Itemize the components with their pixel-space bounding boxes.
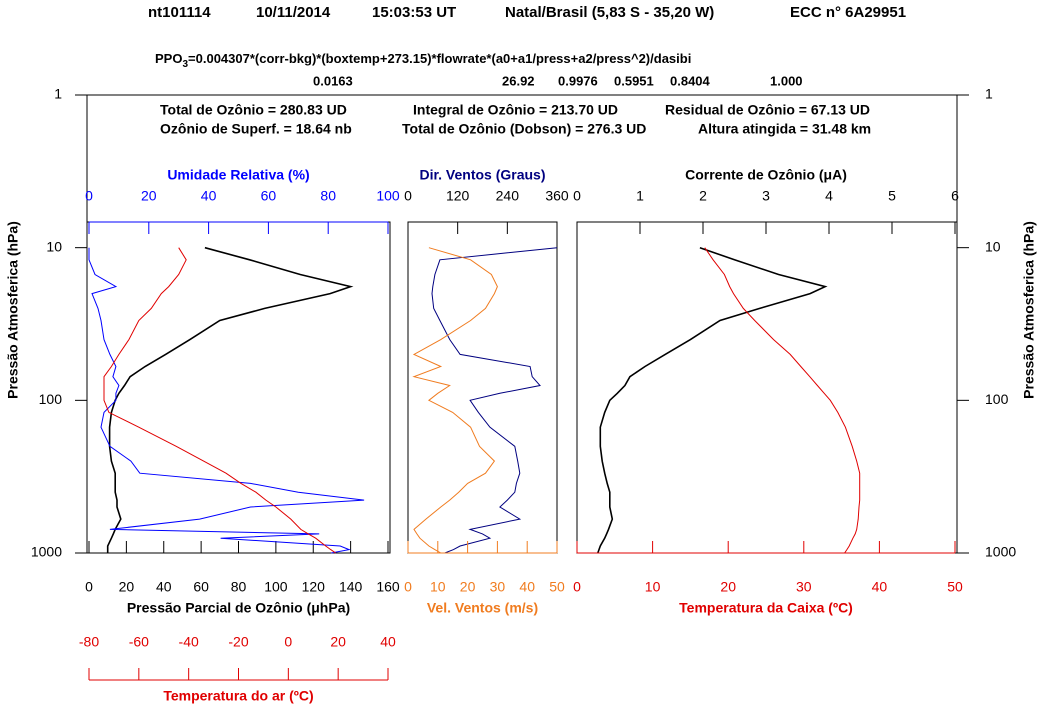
x-tick-label: 20 — [460, 579, 476, 595]
x-tick-label: -60 — [129, 634, 149, 650]
x-tick-label: 40 — [156, 579, 172, 595]
x-tick-label: 140 — [339, 579, 363, 595]
panel — [407, 221, 558, 554]
formula-part: =0.004307*(corr-bkg)*(boxtemp+273.15)*fl… — [188, 51, 691, 66]
summary: Ozônio de Superf. = 18.64 nb — [160, 121, 352, 137]
profile-line — [106, 246, 354, 553]
x-tick-label: 0 — [85, 188, 93, 204]
profile-line — [103, 247, 336, 554]
y-tick-label: 1000 — [985, 544, 1016, 560]
x-axis-title: Corrente de Ozônio (μA) — [685, 167, 847, 183]
formula-value: 0.0163 — [313, 73, 353, 88]
x-tick-label: 240 — [496, 188, 520, 204]
x-tick-label: 50 — [947, 579, 963, 595]
x-axis-title: Temperatura da Caixa (ºC) — [679, 600, 853, 616]
header-text: 10/11/2014 — [256, 4, 331, 21]
x-tick-label: 0 — [573, 188, 581, 204]
header: nt101114 10/11/2014 15:03:53 UT Natal/Br… — [148, 4, 906, 21]
x-tick-label: 80 — [320, 188, 336, 204]
x-tick-label: 30 — [796, 579, 812, 595]
x-tick-label: 160 — [376, 579, 400, 595]
formula: PPO3=0.004307*(corr-bkg)*(boxtemp+273.15… — [155, 51, 691, 69]
summary: Total de Ozônio = 280.83 UD — [160, 102, 347, 118]
x-tick-label: 10 — [645, 579, 661, 595]
x-tick-label: 1 — [636, 188, 644, 204]
profile-line — [412, 247, 498, 554]
profile-line — [704, 247, 861, 554]
x-tick-label: 0 — [404, 579, 412, 595]
x-tick-label: 6 — [951, 188, 959, 204]
header-text: Natal/Brasil (5,83 S - 35,20 W) — [505, 4, 714, 21]
y-tick-label: 10 — [985, 238, 1001, 254]
y-tick-label: 1000 — [31, 544, 62, 560]
header-text: ECC n° 6A29951 — [790, 4, 906, 21]
x-tick-label: 40 — [380, 634, 396, 650]
summary: Residual de Ozônio = 67.13 UD — [665, 102, 870, 118]
x-tick-label: 4 — [825, 188, 833, 204]
x-tick-label: 0 — [85, 579, 93, 595]
profile-line — [597, 246, 828, 554]
x-tick-label: 120 — [302, 579, 326, 595]
formula-value: 0.8404 — [670, 73, 711, 88]
x-tick-label: 30 — [490, 579, 506, 595]
y-tick-label: 1 — [54, 86, 62, 102]
x-tick-label: 40 — [872, 579, 888, 595]
x-tick-label: 0 — [573, 579, 581, 595]
formula-value: 0.9976 — [558, 73, 598, 88]
x-axis-title: Umidade Relativa (%) — [167, 167, 309, 183]
x-tick-label: 20 — [330, 634, 346, 650]
x-tick-label: -20 — [228, 634, 248, 650]
formula-value: 26.92 — [502, 73, 535, 88]
y-tick-label: 1 — [985, 86, 993, 102]
x-tick-label: -80 — [79, 634, 99, 650]
x-tick-label: 60 — [193, 579, 209, 595]
x-axis-title: Pressão Parcial de Ozônio (μhPa) — [127, 600, 350, 616]
x-tick-label: 120 — [446, 188, 470, 204]
x-tick-label: 50 — [549, 579, 565, 595]
profile-line — [431, 247, 558, 554]
x-tick-label: 0 — [284, 634, 292, 650]
x-tick-label: 3 — [762, 188, 770, 204]
formula-subscript: 3 — [182, 59, 188, 70]
x-axis-title: Vel. Ventos (m/s) — [427, 600, 538, 616]
profile-line — [88, 247, 365, 554]
y-axis-title: Pressão Atmosferica (hPa) — [1021, 221, 1037, 399]
x-tick-label: 20 — [720, 579, 736, 595]
panel — [86, 221, 391, 554]
x-axis-title: Dir. Ventos (Graus) — [419, 167, 545, 183]
x-tick-label: -40 — [179, 634, 199, 650]
header-text: 15:03:53 UT — [372, 4, 456, 21]
x-tick-label: 80 — [231, 579, 247, 595]
summary: Total de Ozônio (Dobson) = 276.3 UD — [402, 121, 646, 137]
x-tick-label: 60 — [261, 188, 277, 204]
header-text: nt101114 — [148, 4, 211, 21]
x-tick-label: 2 — [699, 188, 707, 204]
x-tick-label: 40 — [201, 188, 217, 204]
y-tick-label: 10 — [46, 238, 62, 254]
x-tick-label: 20 — [141, 188, 157, 204]
panel — [576, 221, 958, 554]
y-axis-title: Pressão Atmosferica (hPa) — [5, 221, 21, 399]
x-tick-label: 5 — [888, 188, 896, 204]
x-tick-label: 100 — [376, 188, 400, 204]
summary: Altura atingida = 31.48 km — [698, 121, 871, 137]
x-tick-label: 20 — [119, 579, 135, 595]
y-tick-label: 100 — [39, 391, 63, 407]
y-tick-label: 100 — [985, 391, 1009, 407]
x-tick-label: 100 — [264, 579, 288, 595]
x-tick-label: 10 — [430, 579, 446, 595]
x-tick-label: 0 — [404, 188, 412, 204]
formula-part: PPO — [155, 51, 182, 66]
summary: Integral de Ozônio = 213.70 UD — [413, 102, 618, 118]
x-axis-title: Temperatura do ar (ºC) — [163, 688, 313, 704]
formula-value: 0.5951 — [614, 73, 654, 88]
x-tick-label: 360 — [545, 188, 569, 204]
formula-value: 1.000 — [770, 73, 803, 88]
x-tick-label: 40 — [519, 579, 535, 595]
